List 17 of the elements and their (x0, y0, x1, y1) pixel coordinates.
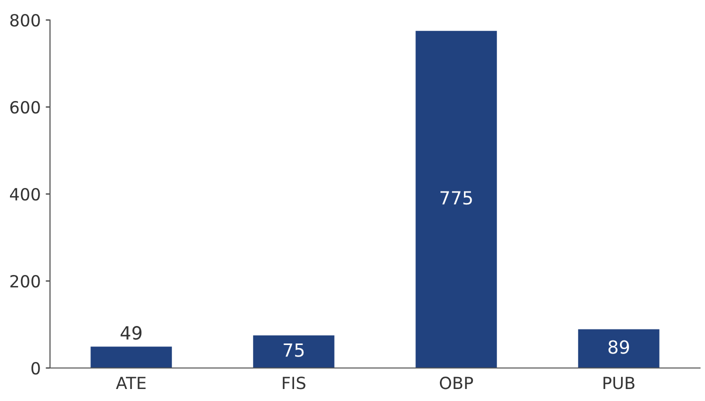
bar (253, 335, 334, 368)
x-tick-label: ATE (116, 376, 146, 389)
data-label: 89 (608, 340, 629, 354)
y-tick-label: 600 (10, 100, 40, 114)
y-tick-label: 0 (31, 362, 40, 375)
data-label: 49 (120, 326, 142, 340)
bar (90, 346, 172, 368)
y-tick-label: 400 (10, 188, 40, 201)
bar (578, 329, 660, 368)
x-tick-label: PUB (604, 376, 634, 390)
y-tick-label: 200 (10, 274, 40, 288)
y-tick-label: 800 (10, 14, 40, 27)
x-tick-label: OBP (440, 376, 473, 390)
bar (416, 30, 497, 368)
data-label: 75 (284, 344, 304, 357)
x-tick-label: FIS (282, 376, 306, 390)
data-label: 775 (440, 191, 472, 205)
